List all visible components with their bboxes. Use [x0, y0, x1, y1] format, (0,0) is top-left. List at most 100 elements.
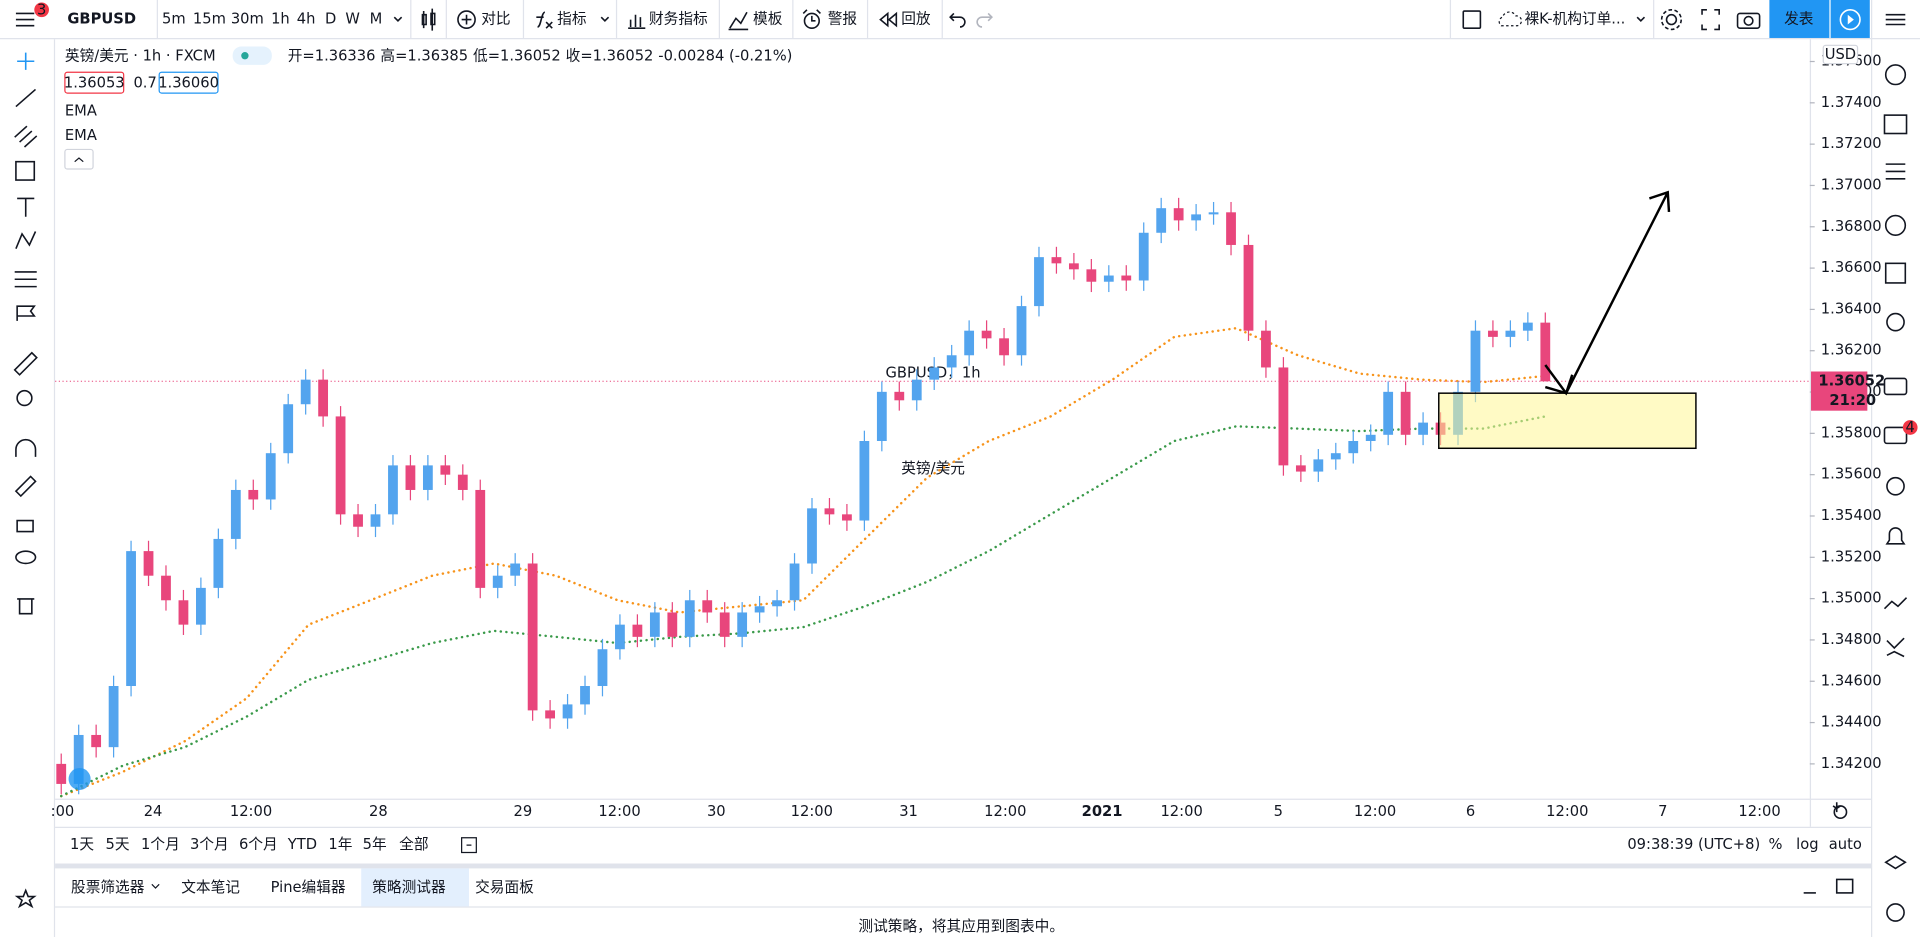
- range-button[interactable]: 6个月: [239, 836, 278, 853]
- streams-icon[interactable]: [1886, 476, 1905, 496]
- undo-icon[interactable]: [949, 12, 966, 28]
- alert-icon[interactable]: [803, 12, 820, 29]
- financials-icon[interactable]: [628, 14, 646, 29]
- interval[interactable]: 4h: [297, 11, 316, 28]
- interval[interactable]: 30m: [231, 11, 264, 28]
- trend-line-tool[interactable]: [15, 88, 37, 108]
- currency[interactable]: USD: [1825, 46, 1856, 63]
- fib-tool[interactable]: [14, 125, 38, 148]
- axis-settings-cog[interactable]: [1833, 805, 1848, 819]
- legend-title[interactable]: 英镑/美元 · 1h · FXCM: [65, 46, 216, 64]
- toggle[interactable]: [232, 46, 272, 65]
- notifications-icon[interactable]: [1885, 527, 1906, 545]
- indicator-name[interactable]: EMA: [65, 127, 97, 144]
- range-button[interactable]: YTD: [287, 836, 317, 853]
- magnet-tool[interactable]: [15, 438, 37, 457]
- panel-tab[interactable]: 文本笔记: [181, 879, 240, 896]
- news-icon[interactable]: [1883, 114, 1908, 135]
- alerts-icon[interactable]: [1884, 64, 1907, 86]
- shape-tool[interactable]: [15, 160, 36, 181]
- range-button[interactable]: 1年: [328, 836, 352, 853]
- clock[interactable]: 09:38:39 (UTC+8): [1627, 836, 1760, 853]
- layout-chevron[interactable]: [1636, 16, 1646, 22]
- redo-icon[interactable]: [976, 12, 993, 28]
- interval[interactable]: D: [325, 11, 336, 28]
- calendar-icon[interactable]: [1884, 262, 1907, 284]
- chevron[interactable]: [600, 16, 610, 22]
- panel-tab[interactable]: 交易面板: [475, 878, 534, 896]
- favorites-tool[interactable]: [14, 888, 37, 909]
- checkbox-icon[interactable]: [1462, 10, 1482, 29]
- bid[interactable]: 1.36053: [64, 74, 125, 91]
- hint-icon[interactable]: [1886, 312, 1905, 332]
- camera-icon[interactable]: [1736, 12, 1761, 29]
- toolbar-button[interactable]: 模板: [753, 10, 783, 28]
- ideas-icon[interactable]: [1884, 214, 1907, 236]
- chart-type-icon[interactable]: [421, 8, 436, 31]
- calendar-list-icon[interactable]: [1885, 163, 1906, 180]
- watchlist-icon[interactable]: [1885, 13, 1906, 26]
- panel-tab[interactable]: 策略测试器: [372, 879, 446, 896]
- pattern-tool[interactable]: [15, 231, 37, 249]
- lock-tool[interactable]: [16, 519, 34, 533]
- symbol[interactable]: GBPUSD: [67, 11, 136, 28]
- layers-icon[interactable]: [1884, 855, 1907, 870]
- fullscreen-icon[interactable]: [1701, 9, 1720, 31]
- axis-option[interactable]: log: [1796, 836, 1818, 853]
- chat-icon[interactable]: [1883, 377, 1908, 396]
- ask-box[interactable]: [158, 71, 219, 94]
- toolbar-button[interactable]: 财务指标: [649, 11, 708, 28]
- range-button[interactable]: 1天: [70, 836, 94, 853]
- replay-icon[interactable]: [879, 11, 898, 28]
- tab-chevron[interactable]: [151, 883, 160, 889]
- candle-body: [1505, 330, 1516, 337]
- visibility-tool[interactable]: [15, 550, 37, 565]
- interval[interactable]: 15m: [193, 11, 226, 28]
- range-button[interactable]: 3个月: [190, 836, 229, 853]
- compare-icon[interactable]: [457, 10, 476, 29]
- messages-icon[interactable]: [1883, 426, 1908, 445]
- publish-text[interactable]: 发表: [1784, 11, 1814, 28]
- collapse-button[interactable]: [64, 148, 94, 170]
- interval[interactable]: 5m: [162, 11, 186, 28]
- toolbar-button[interactable]: 回放: [901, 11, 931, 28]
- icon-tool[interactable]: [16, 305, 36, 321]
- layout-name[interactable]: 裸K-机构订单...: [1524, 11, 1625, 28]
- interval[interactable]: W: [345, 11, 360, 28]
- interval[interactable]: M: [370, 11, 383, 28]
- axis-option[interactable]: auto: [1829, 836, 1862, 853]
- delete-tool[interactable]: [17, 598, 35, 615]
- maximize-panel[interactable]: [1835, 878, 1854, 894]
- text-tool[interactable]: [17, 197, 35, 217]
- ask[interactable]: 1.36060: [158, 74, 219, 91]
- indicator-name[interactable]: EMA: [65, 102, 97, 119]
- range-button[interactable]: 5年: [363, 836, 387, 853]
- panel-tab[interactable]: 股票筛选器: [71, 879, 145, 896]
- menu-button[interactable]: [15, 2, 49, 27]
- measure-tool[interactable]: [13, 351, 38, 376]
- x-tick-label: 2021: [1082, 803, 1123, 820]
- prediction-tool[interactable]: [14, 271, 37, 288]
- goto-date-icon[interactable]: [461, 837, 477, 854]
- publish-button[interactable]: [1769, 0, 1830, 38]
- toolbar-button[interactable]: 警报: [828, 11, 858, 28]
- data-window-icon[interactable]: [1886, 637, 1905, 658]
- chevron[interactable]: [393, 16, 403, 22]
- toolbar-button[interactable]: 指标: [557, 11, 587, 28]
- panel-tab[interactable]: Pine编辑器: [271, 879, 346, 896]
- range-button[interactable]: 全部: [399, 835, 428, 853]
- lock-draw-tool[interactable]: [14, 475, 37, 498]
- trading-icon[interactable]: [1883, 597, 1908, 610]
- help-icon[interactable]: [1886, 903, 1905, 922]
- template-icon[interactable]: [728, 11, 749, 31]
- bid-box[interactable]: [64, 71, 125, 94]
- range-button[interactable]: 1个月: [141, 836, 180, 853]
- indicator-icon[interactable]: [536, 11, 553, 29]
- zoom-tool[interactable]: [16, 389, 33, 407]
- settings-icon[interactable]: [1665, 13, 1678, 26]
- toolbar-button[interactable]: 对比: [481, 11, 510, 28]
- interval[interactable]: 1h: [271, 11, 290, 28]
- crosshair-tool[interactable]: [17, 52, 35, 70]
- range-button[interactable]: 5天: [106, 836, 130, 853]
- axis-option[interactable]: %: [1769, 836, 1783, 853]
